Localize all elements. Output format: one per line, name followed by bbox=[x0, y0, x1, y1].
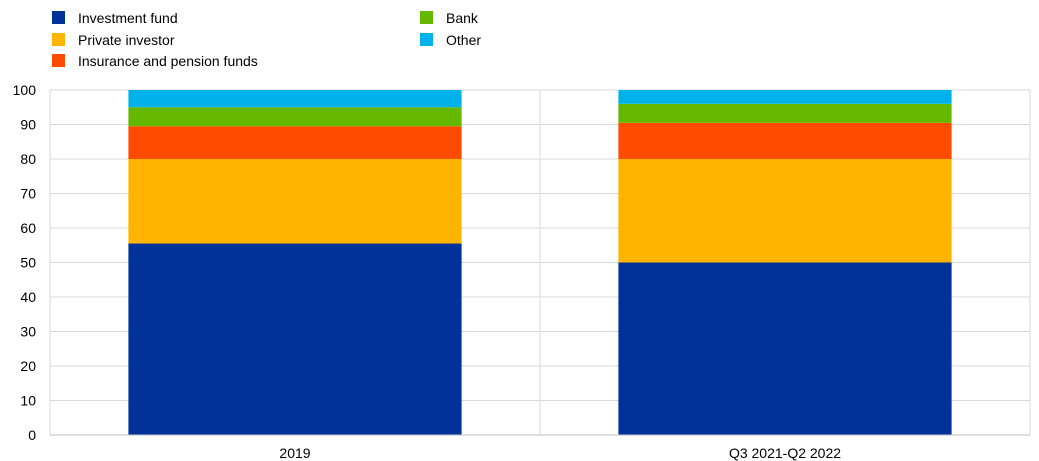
bar-2019-bank bbox=[128, 107, 462, 127]
bar-2019-private-investor bbox=[128, 159, 462, 244]
bar-q3-2021-q2-2022-bank bbox=[618, 103, 952, 123]
legend-swatch-insurance-and-pension-funds bbox=[52, 54, 65, 67]
legend-swatch-other bbox=[420, 33, 433, 46]
legend-label-other: Other bbox=[446, 32, 481, 48]
legend: Investment fund Private investor Insurance… bbox=[52, 10, 481, 69]
y-tick-label-20: 20 bbox=[20, 358, 36, 374]
y-tick-label-10: 10 bbox=[20, 393, 36, 409]
x-tick-label-q3-2021-q2-2022: Q3 2021-Q2 2022 bbox=[729, 445, 841, 461]
y-tick-label-60: 60 bbox=[20, 220, 36, 236]
y-tick-label-80: 80 bbox=[20, 151, 36, 167]
bar-2019-other bbox=[128, 90, 462, 108]
legend-label-investment-fund: Investment fund bbox=[78, 10, 178, 26]
legend-swatch-private-investor bbox=[52, 33, 65, 46]
bar-2019-investment-fund bbox=[128, 243, 462, 435]
y-tick-label-40: 40 bbox=[20, 289, 36, 305]
bars bbox=[128, 90, 952, 435]
y-tick-label-50: 50 bbox=[20, 255, 36, 271]
y-tick-label-30: 30 bbox=[20, 324, 36, 340]
y-tick-label-0: 0 bbox=[28, 427, 36, 443]
bar-q3-2021-q2-2022-private-investor bbox=[618, 159, 952, 263]
x-axis: 2019 Q3 2021-Q2 2022 bbox=[50, 434, 1030, 461]
y-tick-label-90: 90 bbox=[20, 117, 36, 133]
bar-2019-insurance-and-pension-funds bbox=[128, 126, 462, 159]
legend-swatch-investment-fund bbox=[52, 11, 65, 24]
x-tick-label-2019: 2019 bbox=[279, 445, 310, 461]
legend-label-insurance-and-pension-funds: Insurance and pension funds bbox=[78, 53, 258, 69]
bar-q3-2021-q2-2022-other bbox=[618, 90, 952, 104]
y-tick-label-100: 100 bbox=[13, 82, 37, 98]
bar-q3-2021-q2-2022-insurance-and-pension-funds bbox=[618, 122, 952, 159]
y-axis: 0 10 20 30 40 50 60 70 80 90 100 bbox=[13, 82, 37, 443]
legend-label-private-investor: Private investor bbox=[78, 32, 175, 48]
bar-q3-2021-q2-2022-investment-fund bbox=[618, 262, 952, 435]
y-tick-label-70: 70 bbox=[20, 186, 36, 202]
legend-swatch-bank bbox=[420, 11, 433, 24]
legend-label-bank: Bank bbox=[446, 10, 479, 26]
